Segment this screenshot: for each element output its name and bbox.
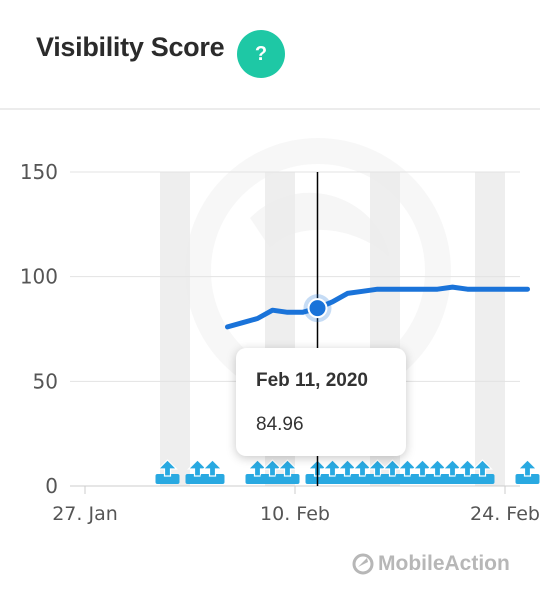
update-arrow-icon[interactable] (155, 459, 180, 484)
update-arrow-icon[interactable] (275, 459, 300, 484)
weekend-band (475, 172, 505, 486)
brand-name: MobileAction (378, 552, 510, 575)
weekend-band (160, 172, 190, 486)
y-tick-label: 100 (20, 265, 58, 289)
help-button[interactable]: ? (237, 30, 285, 78)
series-line (225, 284, 530, 330)
x-tick-label: 27. Jan (52, 503, 118, 525)
brand-logo: MobileAction (352, 552, 510, 576)
x-tick-label: 24. Feb (470, 503, 540, 525)
tooltip-date: Feb 11, 2020 (256, 370, 368, 391)
update-arrow-icon[interactable] (200, 459, 225, 484)
card-header: Visibility Score ? (0, 0, 540, 110)
y-tick-label: 150 (20, 160, 58, 184)
y-tick-label: 50 (33, 369, 58, 393)
mobileaction-logo-icon (352, 553, 374, 575)
hover-point[interactable] (307, 298, 328, 319)
update-arrow-icon[interactable] (515, 459, 540, 484)
y-tick-label: 0 (45, 474, 58, 498)
card-title: Visibility Score (36, 32, 225, 62)
update-arrow-icon[interactable] (470, 459, 495, 484)
chart-tooltip: Feb 11, 2020 84.96 (236, 348, 406, 456)
x-tick-label: 10. Feb (260, 503, 330, 525)
visibility-score-chart[interactable]: 0 50 100 150 27. Jan 10. Feb 24. Feb (0, 108, 540, 538)
tooltip-value: 84.96 (256, 414, 304, 435)
